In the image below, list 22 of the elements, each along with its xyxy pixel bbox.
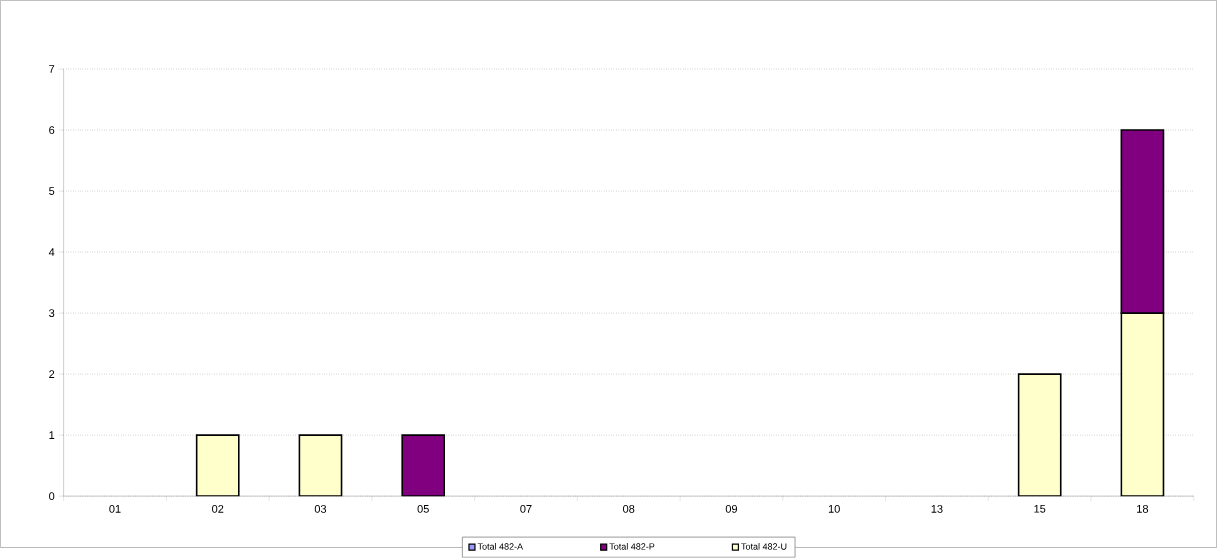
x-tick-label: 10 — [828, 505, 840, 513]
x-tick-label: 05 — [417, 505, 429, 513]
x-tick-label: 01 — [109, 505, 121, 513]
y-tick-label: 3 — [49, 309, 55, 318]
legend-label: Total 482-P — [609, 543, 655, 550]
x-tick-label: 18 — [1137, 505, 1149, 513]
y-tick-label: 4 — [48, 248, 55, 257]
legend-label: Total 482-A — [477, 543, 524, 550]
y-tick-label: 6 — [49, 126, 55, 135]
x-tick-label: 13 — [931, 505, 943, 513]
y-tick-label: 0 — [49, 492, 55, 501]
legend-label: Total 482-U — [741, 543, 787, 550]
y-tick-label: 5 — [49, 187, 55, 196]
x-tick-label: 08 — [623, 505, 635, 513]
x-tick-label: 03 — [314, 505, 327, 513]
y-tick-label: 1 — [49, 431, 55, 440]
x-tick-label: 09 — [725, 505, 738, 513]
x-tick-label: 15 — [1034, 505, 1046, 513]
y-tick-label: 2 — [49, 370, 55, 379]
x-tick-label: 02 — [212, 505, 224, 513]
y-tick-label: 7 — [49, 65, 55, 74]
x-tick-label: 07 — [520, 505, 532, 513]
